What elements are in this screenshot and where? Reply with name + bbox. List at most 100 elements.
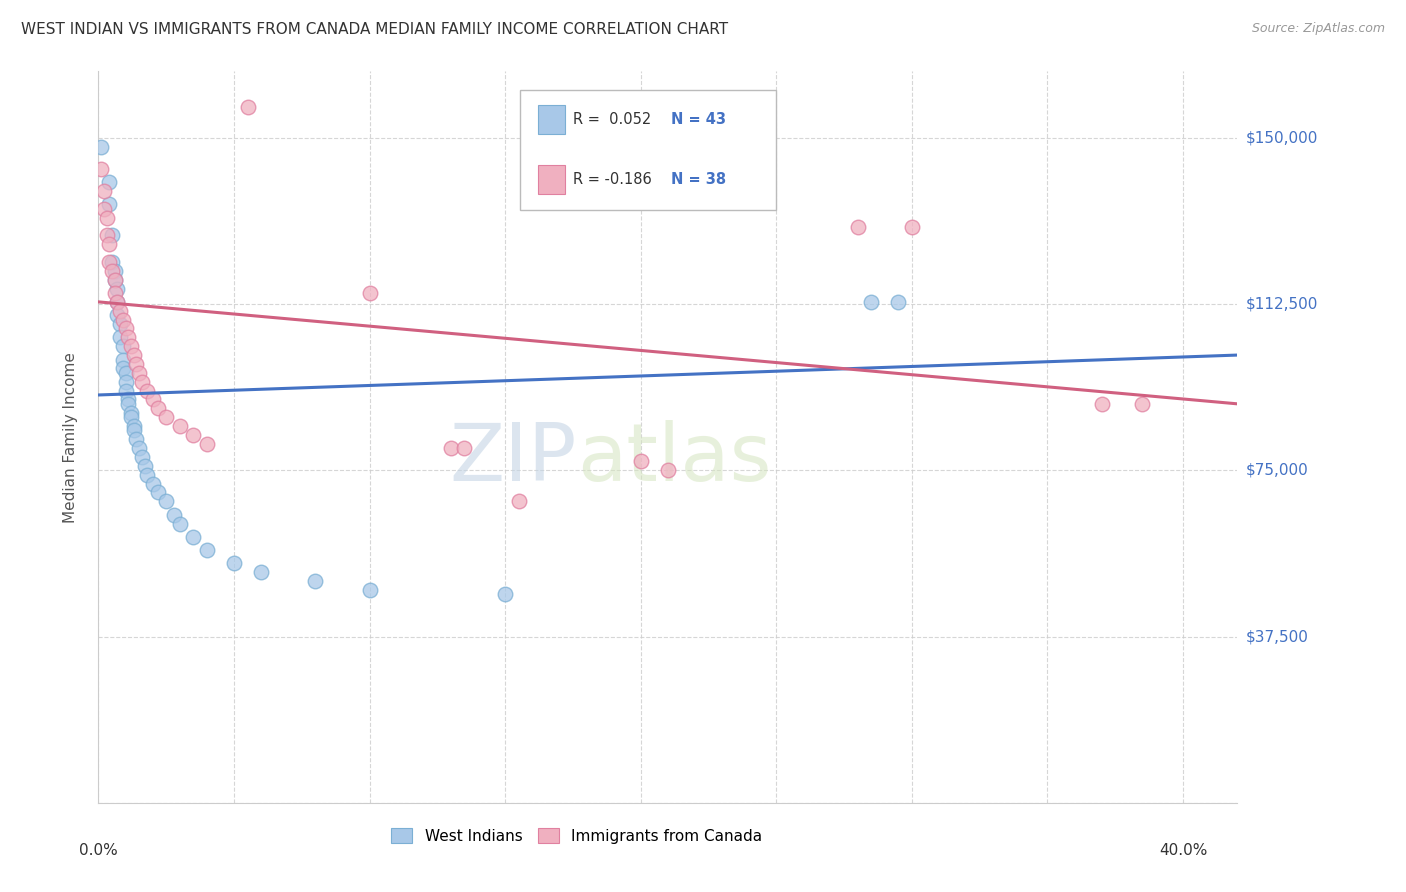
Point [96,211,118,225]
Point [359,285,381,300]
Text: $112,500: $112,500 [1246,297,1317,311]
Point [125,432,148,446]
FancyBboxPatch shape [520,90,776,211]
Point [114,375,136,389]
Point [846,219,869,234]
Point [108,303,131,318]
Text: $37,500: $37,500 [1246,629,1309,644]
Point [183,530,205,544]
Point [183,428,205,442]
Point [120,406,142,420]
Point [111,352,134,367]
Point [104,264,127,278]
Point [155,410,177,425]
Point [114,384,136,398]
Point [90,139,112,153]
Text: R = -0.186: R = -0.186 [574,172,652,187]
Point [108,317,131,331]
Legend: West Indians, Immigrants from Canada: West Indians, Immigrants from Canada [385,822,769,850]
Point [117,397,139,411]
Point [250,566,273,580]
Point [122,419,145,434]
Point [128,366,150,380]
Text: N = 43: N = 43 [671,112,727,128]
Point [98,175,121,189]
Point [195,543,218,558]
Point [122,348,145,362]
Point [508,494,530,508]
Point [657,463,679,477]
Point [101,264,124,278]
Text: 40.0%: 40.0% [1159,843,1208,858]
Point [111,361,134,376]
Point [107,294,129,309]
Text: WEST INDIAN VS IMMIGRANTS FROM CANADA MEDIAN FAMILY INCOME CORRELATION CHART: WEST INDIAN VS IMMIGRANTS FROM CANADA ME… [21,22,728,37]
Point [131,450,153,464]
Point [169,516,191,531]
Point [146,401,169,416]
Point [111,339,134,353]
Point [107,282,129,296]
Point [1091,397,1114,411]
Point [134,458,156,473]
Point [98,197,121,211]
Point [136,384,159,398]
FancyBboxPatch shape [538,165,565,194]
Point [98,255,121,269]
Text: Source: ZipAtlas.com: Source: ZipAtlas.com [1251,22,1385,36]
Point [1132,397,1154,411]
Point [104,285,127,300]
Text: R =  0.052: R = 0.052 [574,112,651,128]
Point [98,237,121,252]
Point [304,574,326,589]
Point [93,184,115,198]
FancyBboxPatch shape [538,105,565,135]
Text: $150,000: $150,000 [1246,130,1317,145]
Point [901,219,924,234]
Point [107,294,129,309]
Point [222,557,245,571]
Point [125,357,148,371]
Y-axis label: Median Family Income: Median Family Income [63,351,77,523]
Point [195,436,218,450]
Text: atlas: atlas [576,420,770,498]
Point [146,485,169,500]
Point [117,330,139,344]
Point [114,366,136,380]
Point [114,321,136,335]
Text: $75,000: $75,000 [1246,463,1309,478]
Point [90,161,112,176]
Point [494,587,516,601]
Point [359,582,381,597]
Point [122,424,145,438]
Point [630,454,652,468]
Point [136,467,159,482]
Text: N = 38: N = 38 [671,172,727,187]
Text: ZIP: ZIP [450,420,576,498]
Point [96,228,118,243]
Point [117,392,139,407]
Text: 0.0%: 0.0% [79,843,118,858]
Point [155,494,177,508]
Point [440,441,463,455]
Point [236,100,259,114]
Point [453,441,475,455]
Point [104,273,127,287]
Point [108,330,131,344]
Point [860,294,883,309]
Point [887,294,910,309]
Point [93,202,115,216]
Point [120,410,142,425]
Point [163,508,186,522]
Point [101,228,124,243]
Point [107,308,129,322]
Point [169,419,191,434]
Point [142,392,165,407]
Point [101,255,124,269]
Point [120,339,142,353]
Point [131,375,153,389]
Point [142,476,165,491]
Point [111,312,134,326]
Point [104,273,127,287]
Point [128,441,150,455]
